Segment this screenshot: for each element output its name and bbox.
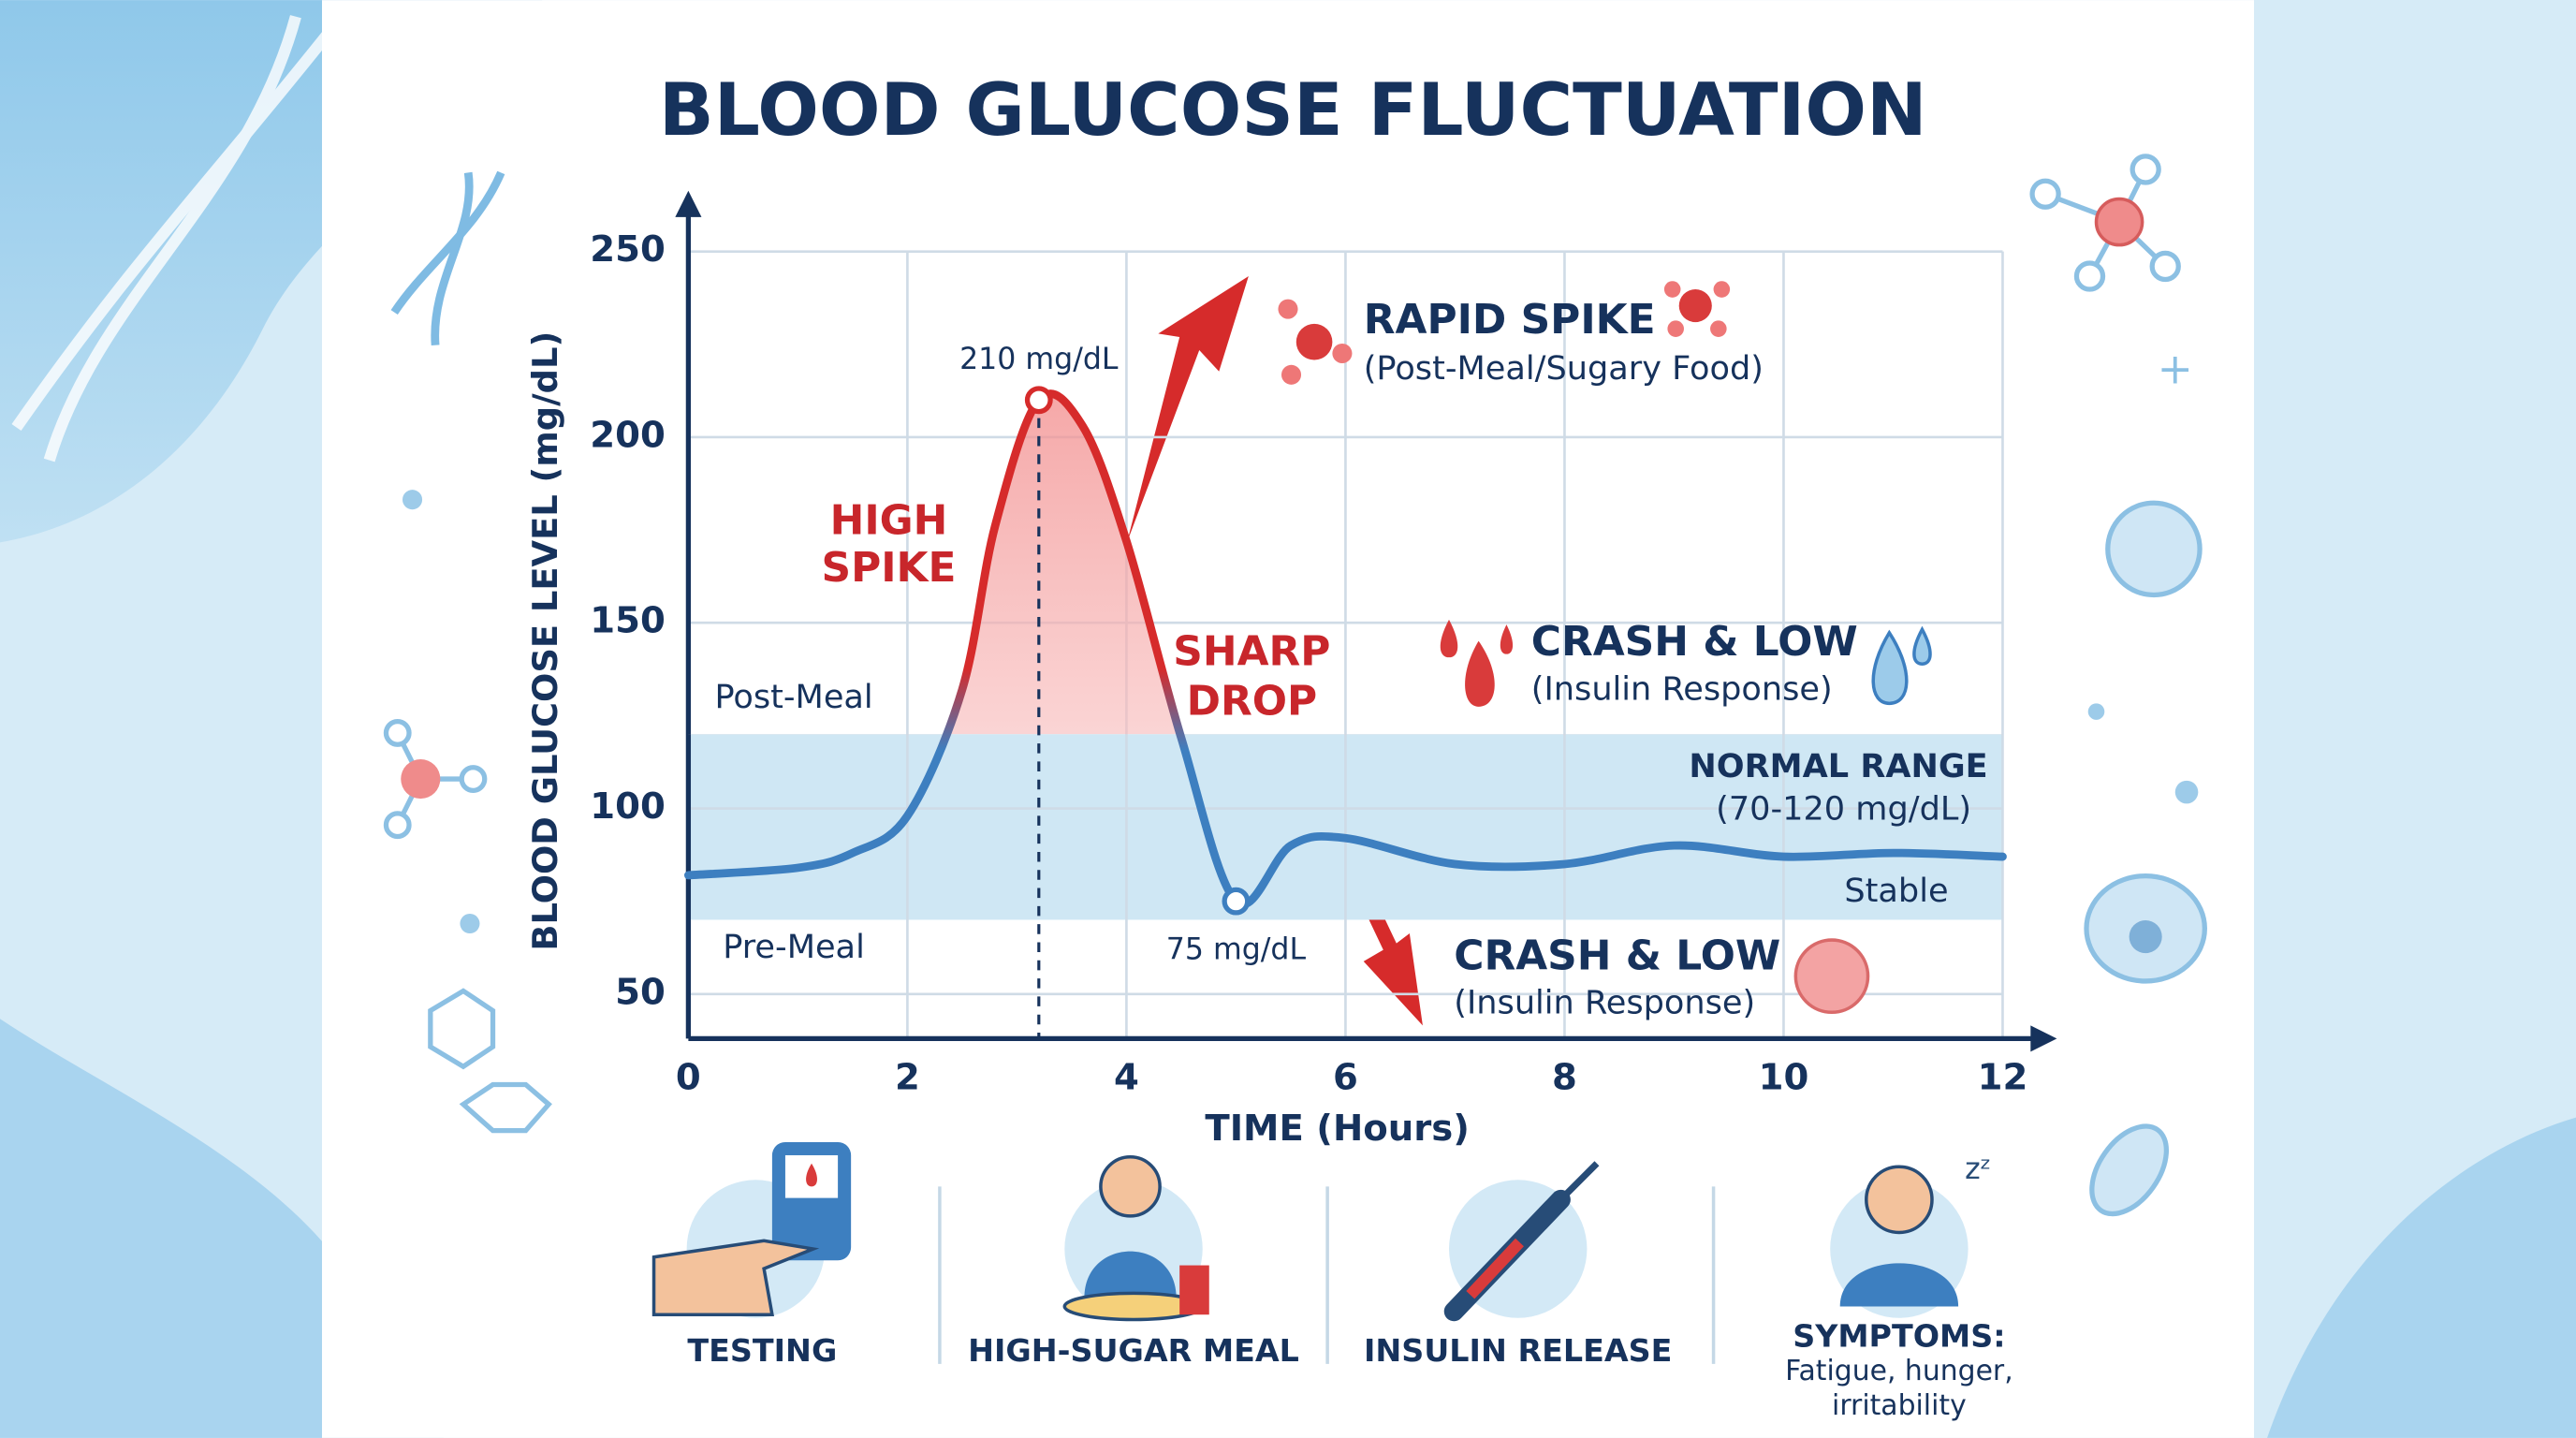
y-tick-label: 50	[615, 971, 666, 1013]
bottom-panels: zᶻ	[651, 1141, 1991, 1364]
y-tick-label: 200	[590, 414, 666, 456]
annotation: DROP	[1187, 677, 1318, 725]
molecule-icon	[383, 154, 2181, 840]
annotation: (Insulin Response)	[1531, 669, 1833, 708]
annotation: RAPID SPIKE	[1364, 296, 1656, 344]
annotation: SHARP	[1173, 628, 1330, 676]
annotation: HIGH	[830, 496, 948, 544]
x-tick-label: 12	[1978, 1057, 2028, 1099]
x-axis-arrow	[2030, 1025, 2057, 1052]
spike-shading	[688, 393, 2003, 735]
annotation: Pre-Meal	[723, 928, 865, 966]
x-tick-label: 8	[1552, 1057, 1577, 1099]
x-tick-label: 10	[1759, 1057, 1809, 1099]
svg-text:zᶻ: zᶻ	[1965, 1152, 1991, 1186]
value-label: 210 mg/dL	[959, 343, 1119, 376]
point-marker	[1024, 386, 1053, 415]
panel-caption: Fatigue, hunger,	[1785, 1355, 2013, 1387]
glucose-line	[684, 389, 2007, 909]
molecule-icon	[428, 988, 552, 1134]
annotation-icons	[1278, 281, 1932, 1015]
annotation: CRASH & LOW	[1531, 618, 1858, 666]
x-tick-label: 2	[895, 1057, 920, 1099]
panel-caption: HIGH-SUGAR MEAL	[968, 1332, 1299, 1369]
svg-text:+: +	[2158, 344, 2193, 393]
panel-caption: SYMPTOMS:	[1793, 1317, 2005, 1354]
annotation: Post-Meal	[714, 678, 872, 716]
chart: 50 100 150 200 250 0 2 4 6 8 10 12 TIME (Hours) BLOOD…	[525, 190, 2057, 1150]
panel-caption: irritability	[1832, 1389, 1967, 1422]
y-tick-label: 150	[590, 600, 666, 642]
annotation: NORMAL RANGE	[1689, 747, 1987, 785]
x-tick-label: 4	[1114, 1057, 1139, 1099]
captions: TESTING HIGH-SUGAR MEAL INSULIN RELEASE SYM…	[687, 1317, 2012, 1422]
y-axis-arrow	[675, 190, 702, 217]
point-marker	[1222, 887, 1251, 916]
x-tick-label: 0	[676, 1057, 701, 1099]
panel-caption: TESTING	[687, 1332, 837, 1369]
annotation: Stable	[1844, 872, 1948, 910]
spike-arrow	[1127, 276, 1249, 543]
annotation: (70-120 mg/dL)	[1716, 789, 1971, 828]
value-label: 75 mg/dL	[1166, 932, 1307, 966]
annotation: SPIKE	[822, 544, 957, 592]
decor-blob	[2267, 1117, 2576, 1438]
annotation: (Post-Meal/Sugary Food)	[1364, 349, 1764, 388]
annotation: CRASH & LOW	[1454, 932, 1780, 979]
x-axis-label: TIME (Hours)	[1205, 1108, 1470, 1150]
y-tick-label: 250	[590, 228, 666, 271]
y-tick-label: 100	[590, 785, 666, 828]
chart-title: BLOOD GLUCOSE FLUCTUATION	[659, 68, 1927, 153]
cell-icons: +	[402, 344, 2207, 1217]
dna-decor	[11, 15, 333, 462]
y-axis-label: BLOOD GLUCOSE LEVEL (mg/dL)	[525, 331, 565, 951]
x-tick-label: 6	[1333, 1057, 1358, 1099]
panel-caption: INSULIN RELEASE	[1364, 1332, 1673, 1369]
dna-icon	[390, 170, 505, 346]
annotation: (Insulin Response)	[1454, 984, 1755, 1022]
